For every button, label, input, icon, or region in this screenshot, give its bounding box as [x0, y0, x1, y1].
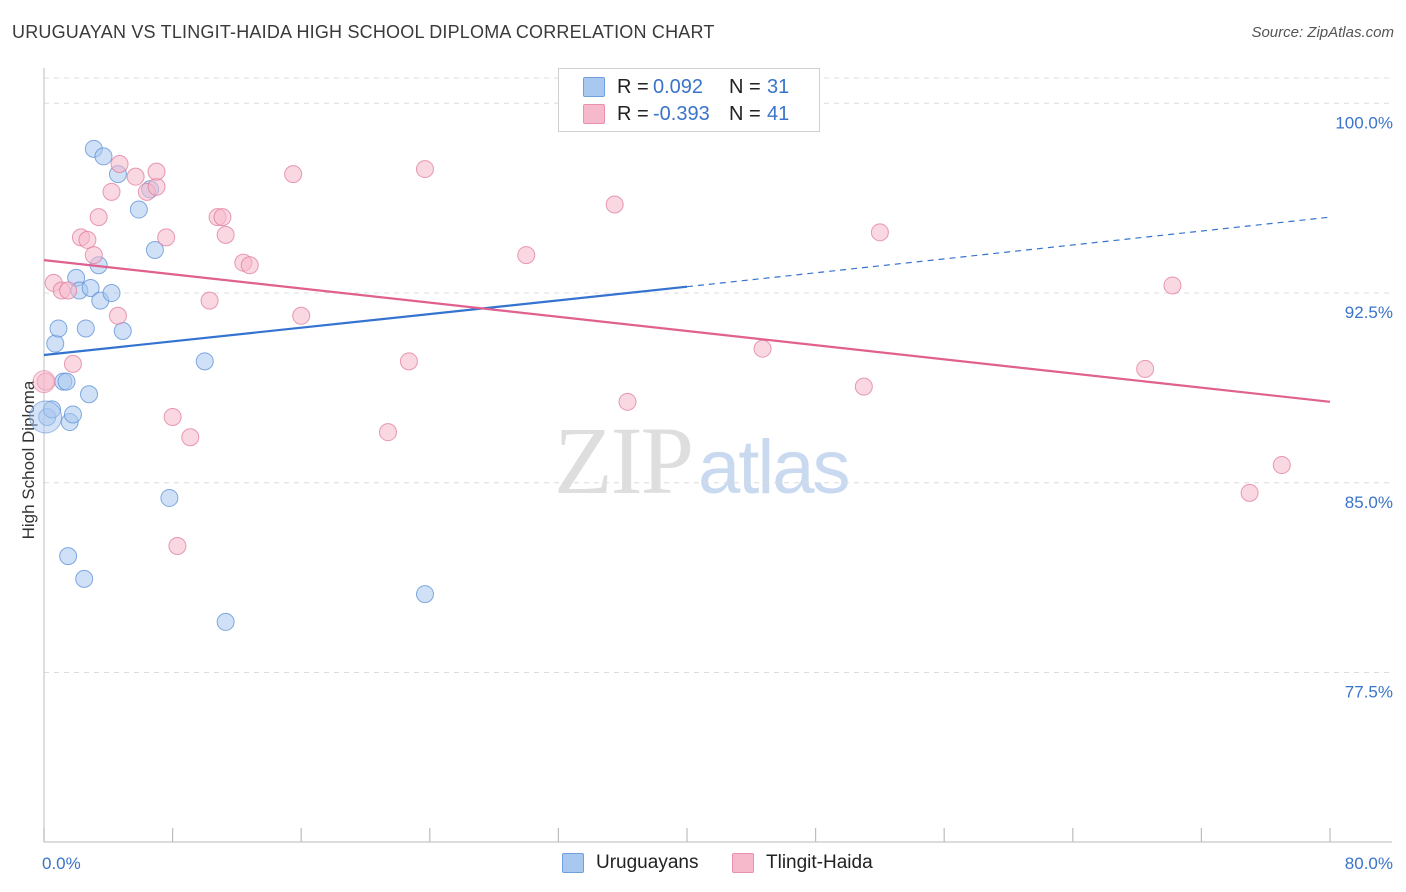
tlingit-haida-point	[157, 228, 176, 247]
legend-swatch-uruguayans	[583, 77, 605, 97]
x-tick-label: 0.0%	[42, 854, 81, 873]
legend-item-tlingit-haida[interactable]: Tlingit-Haida	[732, 852, 873, 874]
tlingit-haida-point	[78, 230, 97, 249]
tlingit-haida-point	[102, 182, 121, 201]
tlingit-haida-point	[517, 246, 536, 265]
legend-swatch-tlingit-haida	[583, 104, 605, 124]
uruguayan-point	[102, 284, 121, 303]
y-tick-label: 85.0%	[1345, 493, 1393, 512]
tlingit-haida-point	[284, 165, 303, 184]
legend-r-value: -0.393	[653, 102, 710, 125]
tlingit-haida-point	[292, 306, 311, 325]
source-label: Source: ZipAtlas.com	[1251, 24, 1394, 41]
uruguayan-point	[80, 385, 99, 404]
legend-r-value: 0.092	[653, 75, 704, 98]
legend-r-label: R =	[617, 75, 649, 98]
tlingit-haida-point	[216, 225, 235, 244]
tlingit-haida-point	[854, 377, 873, 396]
tlingit-haida-point	[240, 256, 259, 275]
tlingit-haida-point	[63, 354, 82, 373]
tlingit-haida-point	[163, 407, 182, 426]
tlingit-haida-point	[110, 155, 129, 174]
tlingit-haida-point	[605, 195, 624, 214]
tlingit-haida-point	[126, 167, 145, 186]
tlingit-haida-point	[213, 208, 232, 227]
uruguayan-point	[49, 319, 68, 338]
tlingit-haida-point	[200, 291, 219, 310]
uruguayan-point	[113, 321, 132, 340]
uruguayan-point	[57, 372, 76, 391]
uruguayan-point	[129, 200, 148, 219]
legend-row-tlingit-haida: R = -0.393 N = 41	[583, 101, 789, 127]
tlingit-haida-point	[1163, 276, 1182, 295]
uruguayan-point	[63, 405, 82, 424]
tlingit-haida-point	[753, 339, 772, 358]
tlingit-haida-point	[181, 428, 200, 447]
uruguayan-point	[145, 241, 164, 260]
uruguayan-point	[81, 278, 100, 297]
tlingit-haida-point	[168, 537, 187, 556]
tlingit-haida-point	[618, 392, 637, 411]
uruguayan-point	[94, 147, 113, 166]
tlingit-haida-point	[108, 306, 127, 325]
legend-item-uruguayans[interactable]: Uruguayans	[562, 852, 698, 874]
tlingit-haida-point	[89, 208, 108, 227]
y-tick-label: 92.5%	[1345, 303, 1393, 322]
uruguayan-trend-extension	[686, 216, 1331, 288]
watermark-zip: ZIP	[554, 407, 694, 514]
series-legend: Uruguayans Tlingit-Haida	[0, 852, 1406, 878]
tlingit-haida-point	[1240, 483, 1259, 502]
tlingit-haida-point	[59, 281, 78, 300]
legend-label-tlingit-haida: Tlingit-Haida	[766, 852, 873, 873]
tlingit-haida-point	[399, 352, 418, 371]
legend-swatch-uruguayans	[562, 853, 584, 873]
uruguayan-point	[195, 352, 214, 371]
watermark: ZIPatlas	[554, 405, 851, 516]
legend-n-label: N =	[729, 75, 761, 98]
y-tick-label: 100.0%	[1335, 113, 1393, 132]
uruguayan-point	[160, 488, 179, 507]
watermark-atlas: atlas	[698, 425, 851, 510]
y-axis-label: High School Diploma	[19, 380, 38, 539]
uruguayan-trend-line	[43, 285, 688, 357]
tlingit-haida-point	[415, 160, 434, 179]
tlingit-haida-point	[1272, 456, 1291, 475]
uruguayan-point	[46, 334, 65, 353]
legend-n-value: 31	[767, 75, 790, 98]
uruguayan-point	[415, 585, 434, 604]
tlingit-haida-point	[379, 423, 398, 442]
tlingit-haida-trend-line	[43, 259, 1331, 403]
tlingit-haida-point	[147, 162, 166, 181]
legend-label-uruguayans: Uruguayans	[596, 852, 699, 873]
tlingit-haida-point	[84, 246, 103, 265]
chart-title: URUGUAYAN VS TLINGIT-HAIDA HIGH SCHOOL D…	[12, 22, 715, 42]
uruguayan-point	[76, 319, 95, 338]
tlingit-haida-point	[147, 177, 166, 196]
tlingit-haida-point	[32, 370, 56, 394]
uruguayan-point	[59, 547, 78, 566]
uruguayan-point	[216, 612, 235, 631]
tlingit-haida-point	[870, 223, 889, 242]
y-tick-label: 77.5%	[1345, 683, 1393, 702]
stats-legend: R = 0.092 N = 31 R = -0.393 N = 41	[558, 68, 820, 132]
legend-swatch-tlingit-haida	[732, 853, 754, 873]
tlingit-haida-point	[1136, 359, 1155, 378]
legend-n-value: 41	[767, 102, 790, 125]
x-tick-label: 80.0%	[1345, 854, 1393, 873]
uruguayan-point	[29, 400, 63, 434]
legend-row-uruguayans: R = 0.092 N = 31	[583, 74, 789, 100]
legend-n-label: N =	[729, 102, 761, 125]
uruguayan-point	[75, 569, 94, 588]
legend-r-label: R =	[617, 102, 649, 125]
